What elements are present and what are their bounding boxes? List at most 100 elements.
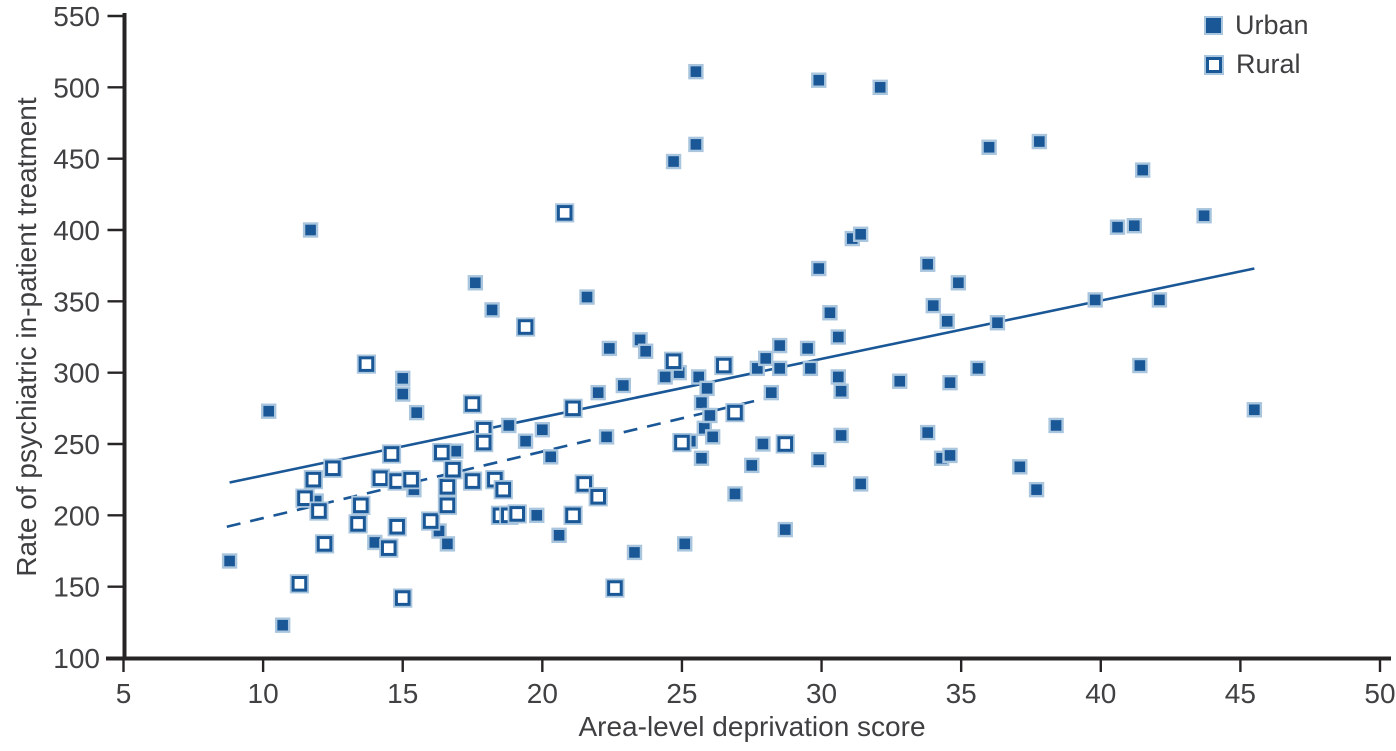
y-tick-label: 500 [53, 72, 100, 103]
urban-point [1134, 162, 1151, 178]
rural-point [379, 538, 399, 558]
rural-point [437, 495, 457, 515]
rural-point [672, 432, 692, 453]
urban-point [704, 429, 721, 445]
rural-point [356, 354, 377, 374]
y-tick-label: 100 [53, 643, 100, 674]
y-axis-title: Rate of psychiatric in-patient treatment [11, 97, 42, 577]
urban-point [1196, 208, 1212, 224]
rural-point [507, 504, 527, 524]
y-tick-label: 200 [53, 500, 100, 531]
urban-point [771, 337, 788, 354]
rural-point [381, 444, 402, 464]
urban-point [1031, 133, 1048, 150]
x-tick-label: 45 [1225, 678, 1256, 709]
legend-label-rural: Rural [1236, 49, 1301, 79]
urban-point [260, 403, 277, 419]
urban-point [1109, 219, 1126, 235]
urban-point [833, 427, 849, 444]
urban-point [744, 457, 760, 474]
urban-point [925, 297, 941, 314]
rural-point [401, 470, 421, 490]
urban-point [822, 305, 838, 321]
urban-point [221, 553, 238, 569]
urban-point [892, 373, 908, 389]
urban-point [598, 429, 615, 445]
urban-point [484, 302, 500, 318]
x-tick-label: 30 [806, 678, 837, 709]
urban-point [408, 404, 425, 421]
rural-point [515, 317, 536, 337]
rural-open-square-icon [1206, 56, 1222, 73]
urban-point [727, 486, 743, 502]
urban-point [981, 139, 997, 155]
urban-point [758, 350, 774, 367]
urban-point [590, 384, 606, 401]
urban-point [702, 407, 718, 424]
urban-point [529, 507, 545, 524]
urban-point [302, 222, 319, 238]
urban-point [395, 370, 411, 387]
urban-point [688, 136, 704, 153]
urban-filled-square-icon [1206, 18, 1221, 33]
urban-point [1087, 292, 1103, 308]
urban-point [637, 343, 654, 359]
urban-point [688, 63, 704, 80]
urban-point [1126, 218, 1142, 234]
urban-point [755, 436, 771, 452]
urban-point [693, 450, 710, 466]
urban-point [939, 313, 955, 330]
urban-point [543, 449, 559, 465]
rural-point [387, 517, 407, 537]
axes [106, 13, 1391, 661]
urban-point [989, 315, 1006, 331]
urban-point [833, 383, 849, 399]
x-tick-label: 40 [1085, 678, 1116, 709]
tick-marks [107, 14, 1382, 672]
rural-point [555, 203, 575, 223]
urban-point [771, 360, 788, 377]
urban-point [777, 521, 793, 538]
y-tick-label: 350 [53, 286, 100, 317]
x-tick-label: 50 [1364, 678, 1395, 709]
urban-point [699, 380, 715, 397]
urban-point [677, 536, 693, 552]
y-tick-label: 250 [53, 429, 100, 460]
urban-point [395, 386, 411, 402]
urban-point [1012, 459, 1028, 475]
x-tick-label: 10 [248, 678, 279, 709]
rural-point [421, 511, 441, 531]
urban-point [919, 256, 936, 272]
rural-point [605, 578, 625, 598]
rural-point [370, 468, 390, 488]
urban-point [942, 374, 958, 391]
x-tick-label: 5 [116, 678, 132, 709]
rural-point [351, 495, 371, 515]
urban-point [1132, 357, 1148, 374]
urban-point [601, 340, 618, 357]
y-tick-label: 150 [53, 572, 100, 603]
x-tick-label: 20 [527, 678, 558, 709]
x-tick-labels: 5 10 15 20 25 30 35 40 45 50 [116, 678, 1396, 709]
urban-point [802, 360, 819, 377]
urban-point [830, 329, 847, 345]
rural-point [323, 458, 343, 478]
x-tick-label: 15 [387, 678, 418, 709]
urban-point [811, 260, 827, 277]
urban-point [1151, 292, 1168, 308]
urban-point [830, 369, 847, 385]
rural-point [393, 588, 413, 608]
rural-point [462, 471, 483, 491]
urban-point [274, 617, 291, 633]
rural-point [493, 480, 513, 500]
rural-point [309, 501, 329, 521]
rural-trend-line [226, 397, 767, 529]
urban-point [693, 394, 710, 411]
urban-point [579, 289, 595, 305]
urban-point [534, 422, 551, 438]
rural-point [775, 434, 795, 454]
rural-point [289, 574, 310, 594]
urban-point [439, 536, 456, 552]
